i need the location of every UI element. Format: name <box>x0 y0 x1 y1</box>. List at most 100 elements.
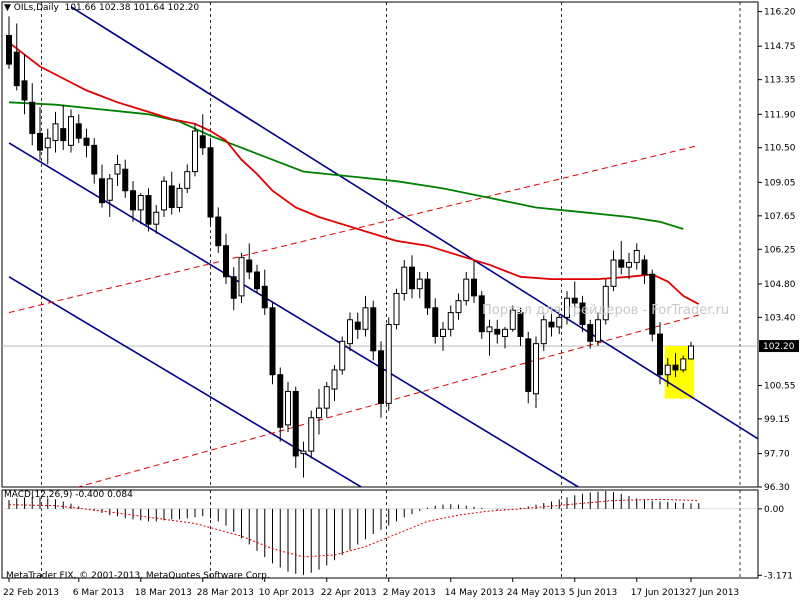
watermark: Портал для трейдеров - ForTrader.ru <box>482 303 729 318</box>
candle-body <box>456 301 461 313</box>
price-axis-label: 116.20 <box>764 8 796 18</box>
date-axis-label: 22 Feb 2013 <box>3 588 59 598</box>
date-axis-label: 24 May 2013 <box>507 588 566 598</box>
candle-body <box>231 277 236 299</box>
candle-body <box>588 325 593 342</box>
candle-body <box>208 148 213 217</box>
candle-body <box>216 217 221 246</box>
candle-body <box>247 260 252 272</box>
candle-body <box>61 129 66 141</box>
candle-body <box>200 136 205 148</box>
candle-body <box>402 267 407 293</box>
price-axis-label: 106.25 <box>764 245 796 255</box>
candle-body <box>92 145 97 174</box>
candle-body <box>417 279 422 289</box>
candle-body <box>193 131 198 172</box>
candle-body <box>495 329 500 334</box>
candle-body <box>340 341 345 370</box>
candle-body <box>410 267 415 289</box>
candle-body <box>309 418 314 451</box>
candle-body <box>84 138 89 145</box>
candle-body <box>464 279 469 301</box>
candle-body <box>681 359 686 370</box>
candle-body <box>177 188 182 207</box>
candle-body <box>162 181 167 210</box>
candle-body <box>363 308 368 330</box>
candle-body <box>634 250 639 262</box>
copyright-text: MetaTrader FIX, © 2001-2013, MetaQuotes … <box>6 571 270 581</box>
date-axis-label: 2 May 2013 <box>383 588 436 598</box>
candle-body <box>441 329 446 336</box>
candle-body <box>355 322 360 329</box>
macd-label: MACD(12,26,9) -0.400 0.084 <box>4 490 133 500</box>
candle-body <box>433 308 438 337</box>
price-axis-label: 113.35 <box>764 76 796 86</box>
candle-body <box>642 260 647 274</box>
candle-body <box>487 327 492 332</box>
candle-body <box>100 179 105 203</box>
price-axis-label: 96.30 <box>764 483 790 493</box>
price-axis-label: 99.15 <box>764 415 790 425</box>
header-ohlc: 101.66 102.38 101.64 102.20 <box>65 3 200 13</box>
header-arrow-icon: ▼ <box>4 3 11 13</box>
price-pane-frame <box>2 2 758 487</box>
candle-body <box>270 308 275 375</box>
candle-body <box>619 260 624 267</box>
candle-body <box>627 262 632 267</box>
candle-body <box>324 387 329 409</box>
candle-body <box>611 260 616 286</box>
candle-body <box>541 320 546 344</box>
candle-body <box>154 212 159 224</box>
candle-body <box>7 35 12 64</box>
candle-body <box>301 451 306 453</box>
candle-body <box>472 279 477 296</box>
candle-body <box>262 286 267 308</box>
candle-body <box>45 138 50 148</box>
candle-body <box>255 272 260 289</box>
candle-body <box>146 196 151 225</box>
candle-body <box>278 375 283 428</box>
candle-body <box>293 391 298 456</box>
candle-body <box>53 124 58 141</box>
price-axis-label: 111.90 <box>764 110 796 120</box>
price-axis-label: 100.55 <box>764 381 796 391</box>
candle-body <box>69 117 74 146</box>
candle-body <box>503 329 508 336</box>
candle-body <box>317 408 322 418</box>
candle-body <box>76 124 81 138</box>
candle-body <box>107 179 112 201</box>
candle-body <box>185 172 190 189</box>
candle-body <box>286 391 291 424</box>
candle-body <box>131 191 136 210</box>
date-axis-label: 10 Apr 2013 <box>259 588 315 598</box>
price-axis-label: 103.40 <box>764 313 796 323</box>
candle-body <box>348 320 353 344</box>
macd-axis-label: 0.00 <box>764 505 784 515</box>
candle-body <box>448 313 453 330</box>
date-axis-label: 14 May 2013 <box>445 588 504 598</box>
candle-body <box>658 334 663 375</box>
candle-body <box>557 317 562 327</box>
price-axis-label: 97.70 <box>764 450 790 460</box>
header-symbol: OILs,Daily <box>14 3 59 13</box>
candle-body <box>596 320 601 342</box>
candle-body <box>239 258 244 296</box>
candle-body <box>22 81 27 100</box>
candle-body <box>526 339 531 392</box>
candle-body <box>14 52 19 85</box>
candle-body <box>371 308 376 351</box>
candle-body <box>30 102 35 133</box>
price-axis-label: 109.05 <box>764 178 796 188</box>
candle-body <box>123 169 128 191</box>
candle-body <box>115 164 120 174</box>
candle-body <box>386 325 391 404</box>
macd-axis-label: -3.171 <box>764 571 793 581</box>
candle-body <box>332 370 337 389</box>
price-axis-label: 114.75 <box>764 42 796 52</box>
price-axis-label: 110.50 <box>764 144 796 154</box>
candle-body <box>394 293 399 324</box>
candle-body <box>689 346 694 359</box>
current-price-label: 102.20 <box>763 342 795 352</box>
